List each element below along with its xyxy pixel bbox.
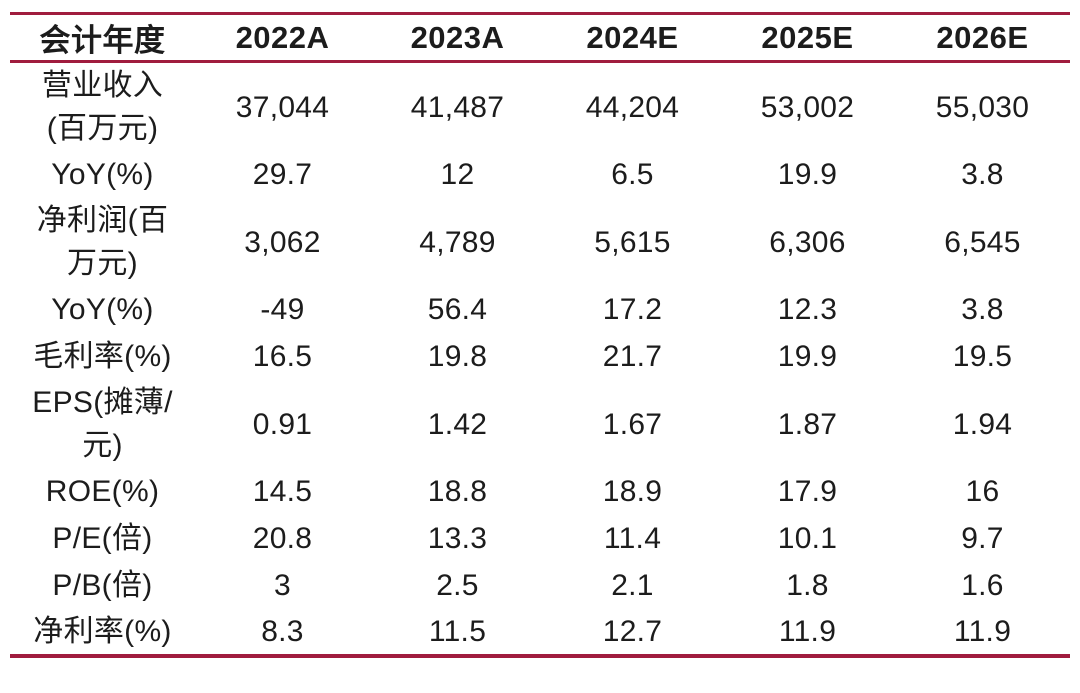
row-label: P/E(倍) xyxy=(52,522,153,555)
cell-value: 17.9 xyxy=(777,475,838,508)
cell-value: 13.3 xyxy=(427,522,488,555)
cell-value: 21.7 xyxy=(602,340,663,373)
cell-value: 10.1 xyxy=(777,522,838,555)
cell-value: 19.5 xyxy=(952,340,1013,373)
cell-value: 56.4 xyxy=(427,293,488,326)
table-row: 毛利率(%) 16.5 19.8 21.7 19.9 19.5 xyxy=(10,333,1070,380)
cell-value: 2.5 xyxy=(436,569,479,602)
year-column-header: 2026E xyxy=(895,13,1070,63)
cell-value: 9.7 xyxy=(961,522,1004,555)
cell-value: 18.8 xyxy=(427,475,488,508)
cell-value: 37,044 xyxy=(235,90,330,124)
year-column-header: 2025E xyxy=(720,13,895,63)
cell-value: 11.9 xyxy=(778,615,837,648)
cell-value: 3.8 xyxy=(961,293,1004,326)
cell-value: 11.4 xyxy=(603,522,662,555)
cell-value: 3,062 xyxy=(244,225,321,259)
year-column-header: 2024E xyxy=(545,13,720,63)
cell-value: 19.8 xyxy=(427,340,488,373)
financial-summary-table: 会计年度 2022A 2023A 2024E 2025E 2026E 营业收入(… xyxy=(10,12,1070,658)
cell-value: 5,615 xyxy=(594,225,671,259)
cell-value: 8.3 xyxy=(261,615,304,648)
table-header: 会计年度 2022A 2023A 2024E 2025E 2026E xyxy=(10,13,1070,63)
table-row: P/E(倍) 20.8 13.3 11.4 10.1 9.7 xyxy=(10,515,1070,562)
cell-value: 6.5 xyxy=(611,158,654,191)
row-label: ROE(%) xyxy=(45,475,160,508)
cell-value: 29.7 xyxy=(252,158,313,191)
row-label: 净利润(百万元) xyxy=(36,204,169,280)
row-label: 毛利率(%) xyxy=(33,340,172,373)
cell-value: 11.5 xyxy=(428,615,487,648)
cell-value: 1.6 xyxy=(961,569,1004,602)
table-row: 净利润(百万元) 3,062 4,789 5,615 6,306 6,545 xyxy=(10,198,1070,286)
cell-value: 11.9 xyxy=(953,615,1012,648)
table-body: 营业收入(百万元) 37,044 41,487 44,204 53,002 55… xyxy=(10,62,1070,657)
cell-value: 1.42 xyxy=(427,407,488,441)
row-label: 营业收入(百万元) xyxy=(41,69,164,145)
cell-value: 19.9 xyxy=(777,158,838,191)
cell-value: 3 xyxy=(274,569,291,602)
cell-value: 19.9 xyxy=(777,340,838,373)
cell-value: 6,306 xyxy=(769,225,846,259)
table-row: ROE(%) 14.5 18.8 18.9 17.9 16 xyxy=(10,468,1070,515)
row-label: YoY(%) xyxy=(51,158,154,191)
cell-value: 14.5 xyxy=(252,475,313,508)
cell-value: 2.1 xyxy=(611,569,654,602)
cell-value: 55,030 xyxy=(935,90,1030,124)
row-label: 净利率(%) xyxy=(33,615,172,648)
cell-value: 18.9 xyxy=(602,475,663,508)
table-row: EPS(摊薄/元) 0.91 1.42 1.67 1.87 1.94 xyxy=(10,380,1070,468)
cell-value: 16 xyxy=(965,475,1000,508)
cell-value: 16.5 xyxy=(252,340,313,373)
cell-value: -49 xyxy=(260,293,305,326)
table-row: YoY(%) -49 56.4 17.2 12.3 3.8 xyxy=(10,286,1070,333)
row-label: EPS(摊薄/元) xyxy=(32,386,173,462)
year-column-header: 2023A xyxy=(370,13,545,63)
cell-value: 4,789 xyxy=(419,225,496,259)
cell-value: 0.91 xyxy=(252,407,313,441)
table-row: YoY(%) 29.7 12 6.5 19.9 3.8 xyxy=(10,151,1070,198)
cell-value: 1.67 xyxy=(602,407,663,441)
cell-value: 53,002 xyxy=(760,90,855,124)
cell-value: 6,545 xyxy=(944,225,1021,259)
table-row: 净利率(%) 8.3 11.5 12.7 11.9 11.9 xyxy=(10,609,1070,656)
cell-value: 20.8 xyxy=(252,522,313,555)
cell-value: 3.8 xyxy=(961,158,1004,191)
cell-value: 44,204 xyxy=(585,90,680,124)
row-label: P/B(倍) xyxy=(52,569,153,602)
cell-value: 12.7 xyxy=(602,615,663,648)
cell-value: 1.8 xyxy=(786,569,829,602)
table-row: P/B(倍) 3 2.5 2.1 1.8 1.6 xyxy=(10,562,1070,609)
cell-value: 1.94 xyxy=(952,407,1013,441)
year-column-header: 2022A xyxy=(195,13,370,63)
cell-value: 41,487 xyxy=(410,90,505,124)
cell-value: 12.3 xyxy=(777,293,838,326)
table-row: 营业收入(百万元) 37,044 41,487 44,204 53,002 55… xyxy=(10,62,1070,152)
cell-value: 1.87 xyxy=(777,407,838,441)
header-row: 会计年度 2022A 2023A 2024E 2025E 2026E xyxy=(10,13,1070,63)
cell-value: 17.2 xyxy=(602,293,663,326)
fiscal-year-header: 会计年度 xyxy=(10,13,195,63)
cell-value: 12 xyxy=(440,158,475,191)
row-label: YoY(%) xyxy=(51,293,154,326)
